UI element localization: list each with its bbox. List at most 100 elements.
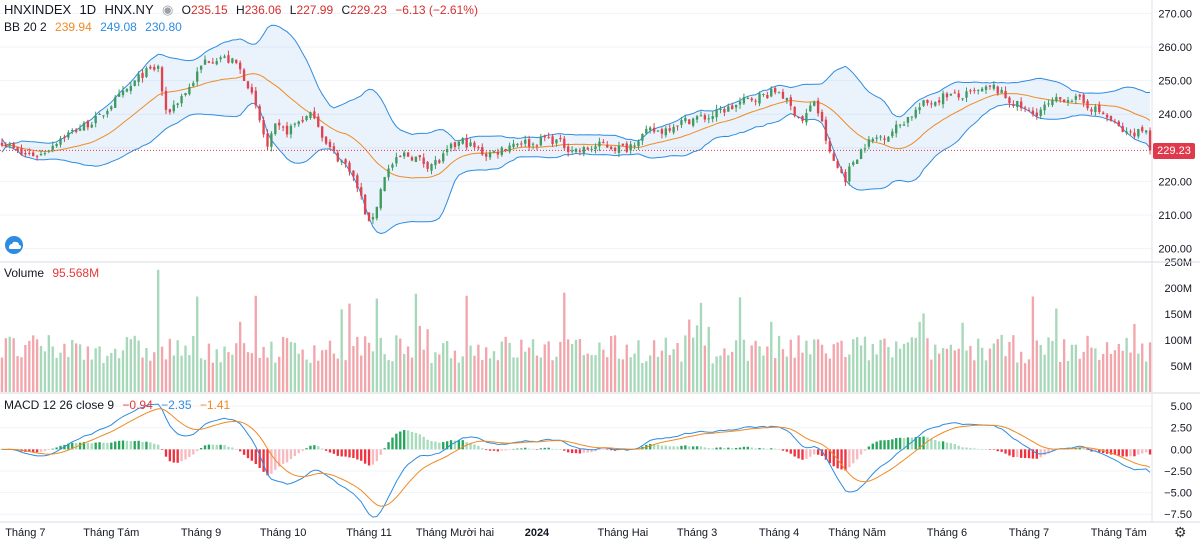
macd-histogram-bar: [0, 449, 4, 450]
volume-bar: [254, 295, 257, 392]
macd-histogram-bar: [1102, 449, 1105, 454]
candle-body: [879, 136, 882, 138]
cloud-logo-icon[interactable]: [4, 236, 24, 254]
macd-signal-value: −1.41: [199, 398, 231, 412]
volume-bar: [488, 358, 492, 392]
candle-body: [442, 153, 445, 162]
candle-body: [293, 123, 297, 125]
candle-body: [320, 126, 324, 138]
macd-histogram-bar: [816, 449, 820, 455]
candle-body: [168, 109, 172, 113]
volume-legend[interactable]: Volume 95.568M: [4, 266, 104, 280]
candle-body: [461, 138, 464, 144]
volume-bar: [922, 313, 925, 392]
volume-bar: [309, 362, 312, 392]
volume-bar: [1141, 343, 1144, 392]
macd-histogram-bar: [859, 449, 863, 455]
candle-body: [192, 82, 195, 87]
macd-histogram-bar: [149, 442, 152, 450]
volume-bar: [855, 337, 859, 392]
candle-body: [1031, 110, 1035, 115]
macd-line: [1, 403, 1151, 518]
macd-histogram-bar: [957, 445, 960, 450]
volume-bar: [637, 340, 640, 392]
macd-histogram-bar: [442, 442, 445, 450]
volume-bar: [281, 336, 285, 392]
ohlc-open: O235.15: [181, 3, 228, 17]
macd-histogram-bar: [98, 442, 101, 450]
volume-bar: [684, 335, 687, 392]
candle-body: [477, 147, 480, 149]
candle-body: [1105, 114, 1109, 118]
macd-histogram-bar: [211, 444, 214, 450]
macd-histogram-bar: [777, 449, 781, 450]
candle-body: [55, 143, 58, 147]
x-axis-label: Tháng Năm: [828, 527, 885, 539]
ohlc-close: C229.23: [341, 3, 387, 17]
volume-bar: [117, 358, 121, 392]
candle-body: [258, 106, 261, 121]
candle-body: [418, 155, 421, 158]
macd-histogram-bar: [309, 445, 312, 450]
symbol-name[interactable]: HNXINDEX: [4, 2, 72, 17]
macd-legend[interactable]: MACD 12 26 close 9 −0.94 −2.35 −1.41: [4, 398, 235, 412]
macd-histogram-bar: [719, 447, 722, 450]
macd-histogram-bar: [1051, 449, 1054, 452]
volume-bar: [1117, 343, 1120, 392]
volume-bar: [977, 338, 980, 392]
x-axis-label: 2024: [525, 527, 550, 539]
volume-bar: [996, 339, 999, 392]
macd-histogram-bar: [114, 441, 117, 450]
volume-bar: [840, 340, 843, 392]
volume-bar: [262, 346, 265, 392]
candle-body: [485, 154, 488, 157]
candle-body: [805, 113, 808, 123]
candle-body: [1117, 121, 1120, 127]
candle-body: [496, 151, 500, 155]
candle-body: [473, 142, 476, 148]
bb-legend[interactable]: BB 20 2 239.94 249.08 230.80: [4, 20, 187, 34]
candle-body: [836, 160, 839, 168]
macd-histogram-bar: [1016, 449, 1019, 458]
candle-body: [652, 127, 656, 132]
volume-bar: [516, 357, 519, 392]
volume-bar: [391, 361, 394, 392]
volume-bar: [828, 358, 832, 392]
candle-body: [617, 145, 621, 153]
volume-bar: [270, 341, 273, 392]
candle-body: [524, 139, 527, 144]
candle-body: [297, 121, 300, 125]
candle-body: [828, 141, 832, 152]
volume-bar: [465, 295, 468, 392]
macd-histogram-bar: [578, 449, 582, 454]
macd-histogram-bar: [723, 447, 726, 450]
macd-histogram-bar: [35, 449, 39, 453]
macd-histogram-bar: [360, 449, 363, 461]
candle-body: [1121, 126, 1124, 132]
volume-bar: [984, 360, 988, 392]
macd-histogram-bar: [539, 448, 543, 450]
candle-body: [1020, 101, 1023, 109]
macd-tick-label: −2.50: [1164, 466, 1192, 478]
macd-histogram-bar: [875, 441, 878, 450]
candle-body: [117, 93, 121, 97]
settings-gear-icon[interactable]: ⚙: [1174, 524, 1187, 540]
macd-histogram-bar: [750, 447, 753, 450]
macd-histogram-bar: [469, 442, 472, 450]
volume-bar: [844, 356, 847, 392]
interval[interactable]: 1D: [79, 2, 97, 17]
macd-histogram-bar: [367, 449, 371, 466]
volume-bar: [586, 353, 589, 392]
macd-histogram-bar: [867, 446, 871, 450]
macd-histogram-bar: [141, 441, 144, 450]
volume-bar: [43, 351, 47, 392]
volume-bar: [1000, 334, 1003, 392]
candle-body: [488, 152, 492, 158]
volume-bar: [1113, 350, 1117, 392]
volume-bar: [387, 360, 390, 392]
candle-body: [727, 106, 730, 112]
macd-histogram-bar: [453, 440, 457, 450]
macd-histogram-bar: [301, 449, 304, 451]
candle-body: [313, 111, 316, 119]
